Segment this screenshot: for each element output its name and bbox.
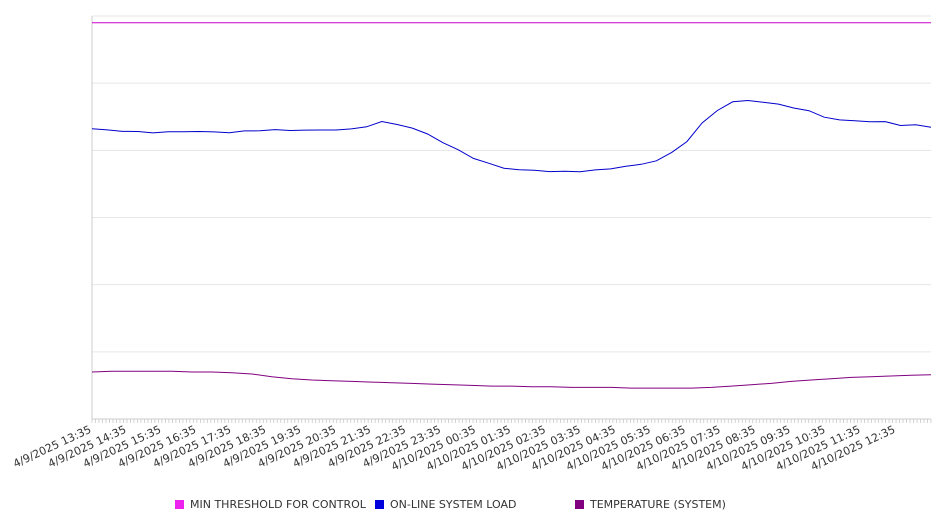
legend-swatch-temperature bbox=[575, 500, 584, 509]
legend-swatch-min-threshold bbox=[175, 500, 184, 509]
legend-swatch-system-load bbox=[375, 500, 384, 509]
legend-label-temperature: TEMPERATURE (SYSTEM) bbox=[590, 498, 726, 511]
axes bbox=[91, 16, 932, 423]
legend-label-system-load: ON-LINE SYSTEM LOAD bbox=[390, 498, 517, 511]
series-layer bbox=[91, 22, 932, 389]
legend-label-min-threshold: MIN THRESHOLD FOR CONTROL bbox=[190, 498, 366, 511]
legend-item-min-threshold: MIN THRESHOLD FOR CONTROL bbox=[175, 498, 366, 511]
legend: MIN THRESHOLD FOR CONTROL ON-LINE SYSTEM… bbox=[0, 498, 946, 514]
legend-item-temperature: TEMPERATURE (SYSTEM) bbox=[575, 498, 726, 511]
series-line-3 bbox=[91, 370, 932, 389]
series-line-2 bbox=[91, 99, 932, 173]
grid-lines bbox=[92, 15, 931, 353]
legend-item-system-load: ON-LINE SYSTEM LOAD bbox=[375, 498, 516, 511]
x-tick-labels: 4/9/2025 13:354/9/2025 14:354/9/2025 15:… bbox=[11, 423, 897, 473]
